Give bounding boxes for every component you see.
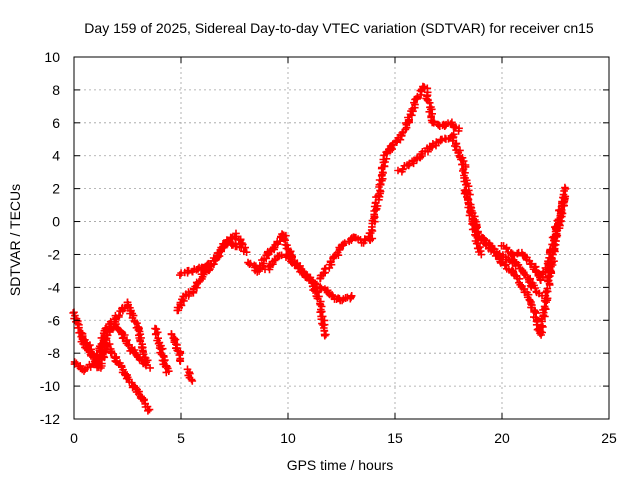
y-tick-label: -4 bbox=[48, 279, 61, 295]
y-tick-label: 6 bbox=[52, 115, 60, 131]
series-track-3 bbox=[76, 318, 154, 372]
series-track-17 bbox=[497, 183, 570, 284]
series-markers bbox=[387, 82, 463, 153]
y-tick-label: 4 bbox=[52, 148, 60, 164]
series-track-10 bbox=[261, 250, 356, 305]
y-axis-label: SDTVAR / TECUs bbox=[7, 184, 23, 296]
series-track-5 bbox=[167, 330, 185, 365]
series-track-13 bbox=[387, 82, 463, 153]
series-track-4 bbox=[151, 324, 173, 377]
axis-ticks: 0 5 10 15 20 25 -12 -10 -8 -6 -4 -2 0 2 4 6 8 10 bbox=[40, 49, 617, 446]
series-track-6 bbox=[183, 365, 197, 385]
y-tick-label: -12 bbox=[40, 411, 60, 427]
series-markers bbox=[316, 233, 377, 283]
series-markers bbox=[478, 194, 569, 339]
series-track-12 bbox=[364, 142, 395, 244]
x-axis-label: GPS time / hours bbox=[287, 457, 394, 473]
series-markers bbox=[183, 365, 197, 385]
x-tick-label: 5 bbox=[177, 430, 185, 446]
y-tick-label: 2 bbox=[52, 181, 60, 197]
series-track-16 bbox=[478, 194, 569, 339]
x-tick-label: 20 bbox=[494, 430, 510, 446]
series-markers bbox=[151, 324, 173, 377]
y-tick-label: 8 bbox=[52, 82, 60, 98]
series-track-11 bbox=[316, 233, 377, 283]
data-points bbox=[69, 82, 570, 415]
x-tick-label: 10 bbox=[280, 430, 296, 446]
y-tick-label: 10 bbox=[44, 49, 60, 65]
plot-frame bbox=[73, 56, 610, 420]
x-tick-label: 15 bbox=[387, 430, 403, 446]
series-markers bbox=[364, 142, 395, 244]
y-tick-label: -10 bbox=[40, 378, 60, 394]
series-markers bbox=[497, 183, 570, 284]
series-markers bbox=[261, 250, 356, 305]
grid bbox=[74, 57, 609, 419]
y-tick-label: -8 bbox=[48, 345, 61, 361]
series-markers bbox=[76, 318, 154, 372]
series-markers bbox=[167, 330, 185, 365]
y-tick-label: 0 bbox=[52, 214, 60, 230]
chart-title: Day 159 of 2025, Sidereal Day-to-day VTE… bbox=[84, 20, 594, 36]
series-markers bbox=[173, 236, 251, 315]
y-tick-label: -6 bbox=[48, 312, 61, 328]
x-tick-label: 0 bbox=[70, 430, 78, 446]
y-tick-label: -2 bbox=[48, 246, 61, 262]
series-track-8 bbox=[173, 236, 251, 315]
x-tick-label: 25 bbox=[601, 430, 617, 446]
